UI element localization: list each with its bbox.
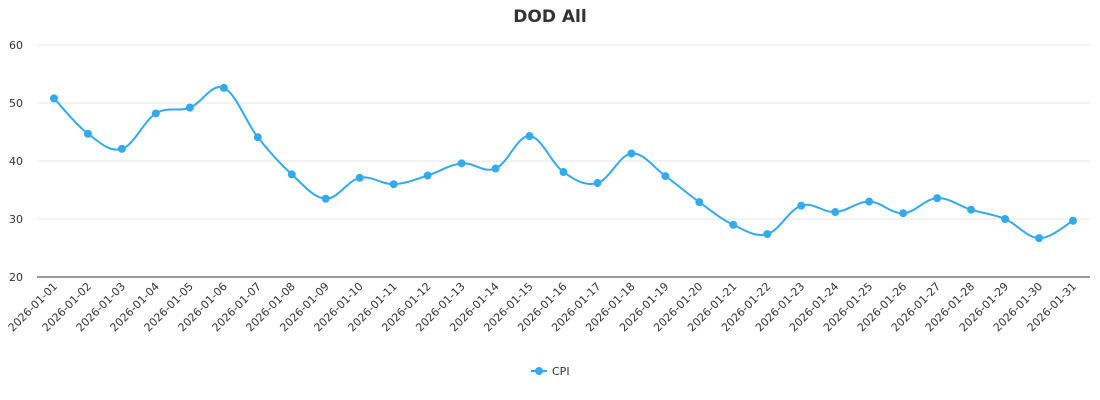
data-point[interactable] (627, 149, 636, 158)
data-point[interactable] (695, 198, 704, 207)
data-point[interactable] (185, 103, 194, 112)
data-point[interactable] (151, 109, 160, 118)
data-point[interactable] (423, 171, 432, 180)
data-point[interactable] (763, 230, 772, 239)
chart-title: DOD All (513, 7, 586, 27)
data-point[interactable] (559, 168, 568, 177)
x-axis: 2026-01-012026-01-022026-01-032026-01-04… (6, 276, 1090, 334)
data-point[interactable] (661, 172, 670, 181)
y-tick-label: 30 (9, 213, 23, 226)
data-point[interactable] (219, 83, 228, 92)
data-point[interactable] (1001, 215, 1010, 223)
y-axis: 20 30 40 50 60 (9, 39, 23, 284)
data-point[interactable] (525, 132, 534, 141)
data-point[interactable] (933, 194, 942, 203)
y-tick-label: 50 (9, 97, 23, 110)
data-point[interactable] (1069, 216, 1077, 225)
data-point[interactable] (865, 197, 874, 206)
data-point[interactable] (457, 159, 466, 168)
legend-marker-icon[interactable] (535, 367, 543, 375)
data-point[interactable] (83, 129, 92, 138)
data-point[interactable] (389, 180, 398, 189)
legend[interactable]: CPI (531, 365, 570, 378)
data-point[interactable] (967, 205, 976, 214)
data-point[interactable] (729, 220, 738, 229)
data-point[interactable] (1035, 234, 1044, 243)
y-tick-label: 40 (9, 155, 23, 168)
data-point[interactable] (253, 133, 262, 142)
data-point[interactable] (117, 144, 126, 153)
gridlines (37, 44, 1090, 220)
legend-label[interactable]: CPI (552, 365, 570, 378)
data-point[interactable] (50, 94, 58, 103)
data-point[interactable] (287, 170, 296, 179)
data-point[interactable] (593, 179, 602, 188)
y-tick-label: 60 (9, 39, 23, 52)
data-point[interactable] (491, 164, 500, 173)
data-point[interactable] (321, 194, 330, 203)
data-point[interactable] (355, 173, 364, 182)
y-tick-label: 20 (9, 271, 23, 284)
data-point[interactable] (797, 201, 806, 210)
series-line-cpi[interactable] (53, 86, 1074, 240)
data-point[interactable] (899, 209, 908, 218)
series-layer (50, 83, 1077, 243)
data-point[interactable] (831, 208, 840, 217)
